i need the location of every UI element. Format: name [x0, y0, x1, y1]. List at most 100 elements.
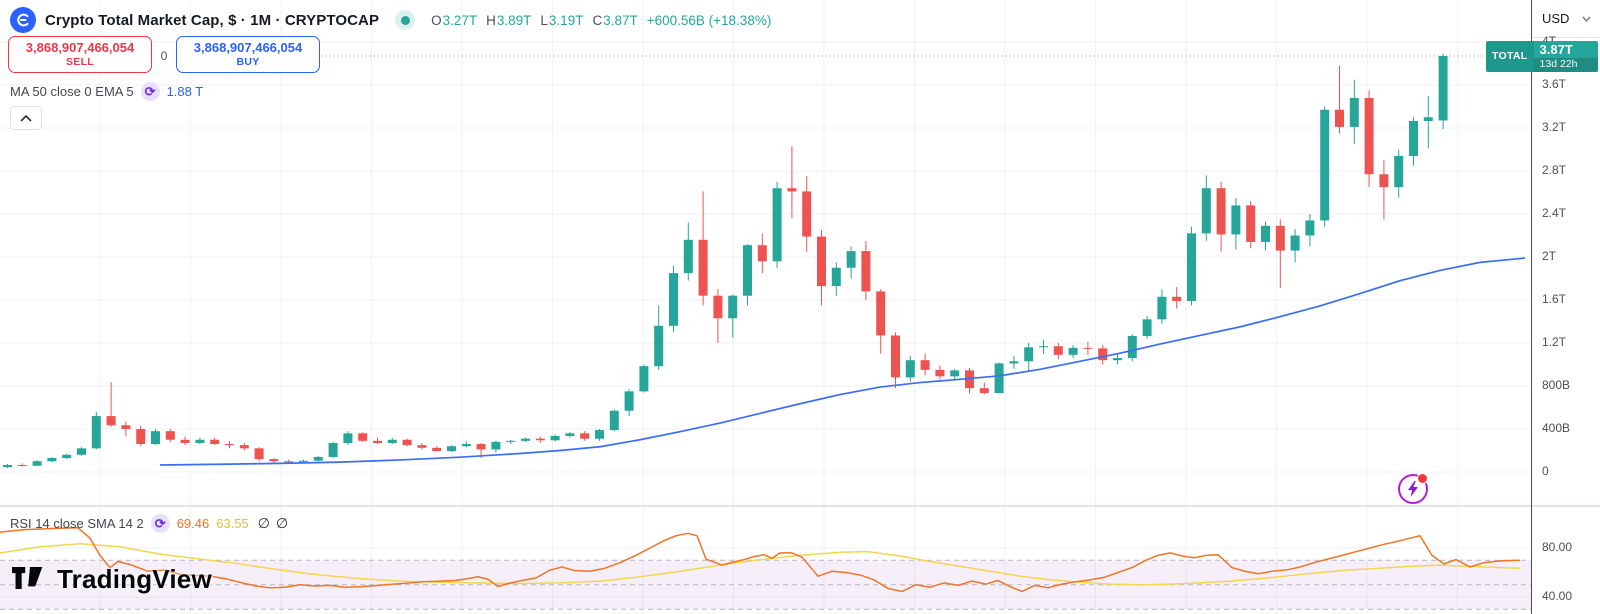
candle: [1261, 221, 1270, 251]
buy-button[interactable]: 3,868,907,466,054 BUY: [176, 36, 320, 73]
candle-body: [787, 188, 797, 192]
candle: [743, 244, 752, 306]
candle-body: [713, 295, 723, 319]
refresh-icon[interactable]: ⟳: [140, 82, 160, 101]
candle: [1187, 226, 1196, 306]
market-status-icon[interactable]: [395, 10, 416, 30]
lightning-icon: [1408, 481, 1418, 497]
candle: [1275, 219, 1285, 289]
rsi-label[interactable]: RSI 14 close SMA 14 2: [10, 516, 144, 531]
candle: [861, 240, 871, 300]
candle: [1349, 79, 1359, 145]
candle-body: [817, 236, 826, 287]
candle: [609, 409, 619, 432]
candle-body: [313, 456, 323, 461]
candle-body: [447, 446, 456, 452]
candle: [136, 425, 146, 447]
currency-selector[interactable]: USD: [1532, 0, 1600, 38]
candle-body: [846, 251, 856, 268]
candle: [846, 246, 856, 279]
rsi-line: [0, 527, 1521, 593]
candle-body: [802, 191, 812, 237]
price-chart-canvas[interactable]: [0, 0, 1531, 614]
candle: [535, 436, 545, 443]
candle-body: [491, 441, 501, 450]
candle-body: [299, 460, 308, 462]
candle-body: [979, 388, 989, 393]
axis-tick-label: 0: [1542, 464, 1549, 478]
candle-body: [669, 273, 678, 326]
candle: [965, 367, 974, 394]
rsi-sma-value: 63.55: [216, 516, 249, 531]
candle-body: [239, 445, 249, 449]
candle: [935, 365, 945, 380]
last-price-badge[interactable]: TOTAL 3.87T 13d 22h: [1486, 40, 1598, 72]
candle-body: [1349, 97, 1359, 127]
candle: [284, 459, 294, 463]
candle: [950, 368, 960, 381]
refresh-icon[interactable]: ⟳: [150, 514, 170, 533]
candle-body: [225, 444, 234, 446]
candle-body: [165, 431, 175, 440]
candle: [62, 453, 72, 460]
candle: [1009, 355, 1019, 369]
candle: [580, 431, 590, 441]
candle: [165, 429, 175, 442]
candle: [1216, 181, 1226, 252]
candle: [654, 305, 664, 370]
candle: [91, 411, 101, 450]
candle-body: [387, 439, 397, 443]
low-label: L: [540, 12, 548, 28]
candle: [417, 442, 427, 450]
sell-button[interactable]: 3,868,907,466,054 SELL: [8, 36, 152, 73]
candle-body: [358, 433, 368, 441]
candle-body: [77, 448, 86, 455]
candle: [1142, 316, 1152, 339]
candle: [683, 222, 693, 281]
ma-label[interactable]: MA 50 close 0 EMA 5: [10, 84, 134, 99]
lightning-button[interactable]: [1398, 473, 1428, 504]
candle-body: [136, 429, 146, 445]
symbol-title[interactable]: Crypto Total Market Cap, $ · 1M · CRYPTO…: [45, 11, 380, 29]
candle: [195, 437, 205, 445]
candle-body: [121, 425, 131, 429]
candle: [1379, 160, 1389, 220]
candle-body: [195, 439, 205, 443]
candle-body: [743, 245, 752, 296]
candle-body: [432, 447, 442, 452]
buy-label: BUY: [236, 55, 260, 68]
candle: [1246, 201, 1256, 249]
axis-tick-label: 3.6T: [1542, 77, 1567, 91]
collapse-pane-button[interactable]: [10, 106, 42, 130]
candle-body: [47, 458, 57, 462]
candle: [121, 421, 131, 437]
candle-body: [550, 435, 560, 441]
candle: [920, 353, 930, 376]
candle: [1201, 175, 1211, 241]
candle-body: [772, 188, 782, 262]
symbol-legend: Crypto Total Market Cap, $ · 1M · CRYPTO…: [10, 6, 771, 34]
candle: [521, 437, 530, 442]
pane-separator[interactable]: [1532, 505, 1600, 507]
buy-price: 3,868,907,466,054: [193, 40, 303, 55]
candle: [269, 458, 279, 463]
candle: [565, 432, 575, 438]
price-scale-panel[interactable]: USD 4T3.6T3.2T2.8T2.4T2T1.6T1.2T800B400B…: [1531, 0, 1600, 614]
chevron-up-icon: [20, 114, 32, 122]
candle-body: [343, 433, 353, 443]
candle-body: [1053, 346, 1063, 355]
candle-body: [1187, 233, 1196, 302]
trade-panel: 3,868,907,466,054 SELL 0 3,868,907,466,0…: [8, 36, 320, 73]
candle-body: [32, 461, 42, 466]
candle-body: [180, 439, 190, 443]
last-price-box: 3.87T 13d 22h: [1533, 40, 1598, 72]
candle: [831, 262, 841, 296]
candle-body: [1157, 296, 1167, 320]
tradingview-logo-icon: [12, 567, 43, 589]
candle: [624, 389, 634, 417]
candle: [1394, 149, 1404, 198]
candle-body: [1438, 55, 1448, 121]
currency-label: USD: [1542, 11, 1570, 26]
candle-body: [461, 444, 471, 447]
change-value: +600.56B (+18.38%): [646, 12, 772, 28]
